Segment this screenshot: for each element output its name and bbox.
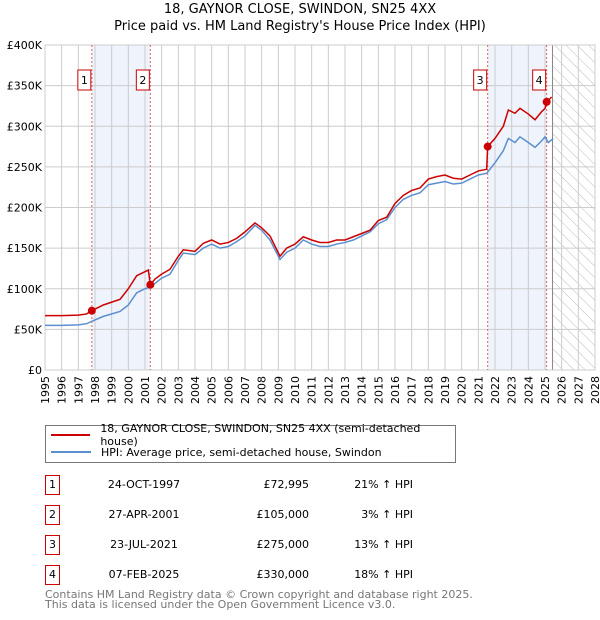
sale-label-box	[135, 69, 150, 91]
sale-marker-badge: 1	[45, 475, 60, 495]
x-tick-label: 2023	[506, 376, 519, 404]
sale-point	[87, 306, 96, 315]
x-tick-label: 2020	[456, 376, 469, 404]
y-tick-label: £150K	[7, 242, 43, 255]
sale-hpi-diff: 13% ↑ HPI	[354, 538, 413, 551]
sale-label-box	[77, 69, 92, 91]
y-tick-label: £300K	[7, 120, 43, 133]
legend-item-property: 18, GAYNOR CLOSE, SWINDON, SN25 4XX (sem…	[51, 422, 455, 448]
sale-label: 2	[139, 74, 146, 87]
x-tick-label: 2007	[239, 376, 252, 404]
plot-frame	[44, 44, 596, 371]
x-tick-label: 2004	[189, 376, 202, 404]
x-tick-label: 2018	[422, 376, 435, 404]
footer-line: Contains HM Land Registry data © Crown c…	[45, 588, 473, 601]
x-tick-label: 2006	[222, 376, 235, 404]
sale-marker-badge: 4	[45, 565, 60, 585]
x-tick-label: 1996	[56, 376, 69, 404]
footer-line: This data is licensed under the Open Gov…	[45, 598, 396, 611]
x-tick-label: 2008	[256, 376, 269, 404]
x-tick-label: 2001	[139, 376, 152, 404]
sale-hpi-diff: 18% ↑ HPI	[354, 568, 413, 581]
x-tick-label: 2024	[522, 376, 535, 404]
sale-point	[542, 97, 551, 106]
sale-hpi-diff: 3% ↑ HPI	[361, 508, 413, 521]
y-tick-label: £350K	[7, 80, 43, 93]
sale-price: £275,000	[256, 538, 310, 551]
sale-point	[146, 280, 155, 289]
sale-row: 1 24-OCT-1997 £72,995 21% ↑ HPI	[45, 475, 465, 495]
y-tick-label: £50K	[14, 323, 43, 336]
x-tick-label: 2016	[389, 376, 402, 404]
legend-label: HPI: Average price, semi-detached house,…	[101, 445, 382, 459]
sale-marker-badge: 2	[45, 505, 60, 525]
sale-price: £330,000	[256, 568, 310, 581]
x-tick-label: 2003	[172, 376, 185, 404]
sale-marker-badge: 3	[45, 535, 60, 555]
sale-price: £72,995	[263, 478, 310, 491]
sale-date: 27-APR-2001	[108, 508, 180, 521]
legend: 18, GAYNOR CLOSE, SWINDON, SN25 4XX (sem…	[45, 422, 456, 463]
sale-hpi-diff: 21% ↑ HPI	[354, 478, 413, 491]
sale-label: 3	[477, 74, 484, 87]
sale-label: 1	[81, 74, 88, 87]
x-tick-label: 2019	[439, 376, 452, 404]
x-tick-label: 2022	[489, 376, 502, 404]
price-chart: 1995 1996 1997 1998 1999 2000 2001 2002 2003 2004…	[7, 39, 600, 404]
sale-date: 23-JUL-2021	[110, 538, 178, 551]
y-tick-label: £250K	[7, 161, 43, 174]
x-tick-label: 2025	[539, 376, 552, 404]
sale-label: 4	[536, 74, 543, 87]
x-tick-label: 2011	[306, 376, 319, 404]
x-tick-label: 2015	[372, 376, 385, 404]
chart-title: 18, GAYNOR CLOSE, SWINDON, SN25 4XX	[163, 2, 437, 17]
x-tick-label: 2010	[289, 376, 302, 404]
x-tick-label: 2012	[322, 376, 335, 404]
sale-date: 07-FEB-2025	[108, 568, 180, 581]
x-tick-label: 2005	[206, 376, 219, 404]
sale-price: £105,000	[256, 508, 310, 521]
chart-subtitle: Price paid vs. HM Land Registry's House …	[114, 19, 486, 34]
x-tick-label: 1995	[39, 376, 52, 404]
x-tick-label: 2002	[156, 376, 169, 404]
sale-date: 24-OCT-1997	[107, 478, 181, 491]
x-tick-label: 2027	[572, 376, 585, 404]
sale-row: 4 07-FEB-2025 £330,000 18% ↑ HPI	[45, 565, 465, 585]
y-tick-label: £400K	[7, 39, 43, 52]
y-tick-label: £200K	[7, 202, 43, 215]
x-tick-label: 2000	[122, 376, 135, 404]
y-tick-label: £100K	[7, 283, 43, 296]
sale-row: 3 23-JUL-2021 £275,000 13% ↑ HPI	[45, 535, 465, 555]
sale-point	[483, 142, 492, 151]
sale-row: 2 27-APR-2001 £105,000 3% ↑ HPI	[45, 505, 465, 525]
y-tick-label: £0	[28, 364, 42, 377]
legend-label: 18, GAYNOR CLOSE, SWINDON, SN25 4XX (sem…	[100, 422, 421, 448]
x-tick-label: 2028	[589, 376, 600, 404]
sale-label-box	[473, 69, 488, 91]
x-tick-label: 2017	[406, 376, 419, 404]
sale-label-box	[532, 69, 547, 91]
x-tick-label: 2026	[556, 376, 569, 404]
x-tick-label: 2021	[472, 376, 485, 404]
legend-item-hpi: HPI: Average price, semi-detached house,…	[51, 444, 382, 460]
footer: Contains HM Land Registry data © Crown c…	[45, 588, 473, 611]
x-tick-label: 1999	[106, 376, 119, 404]
x-tick-label: 2013	[339, 376, 352, 404]
x-tick-label: 2014	[356, 376, 369, 404]
x-tick-label: 1997	[72, 376, 85, 404]
x-tick-label: 2009	[272, 376, 285, 404]
x-tick-label: 1998	[89, 376, 102, 404]
